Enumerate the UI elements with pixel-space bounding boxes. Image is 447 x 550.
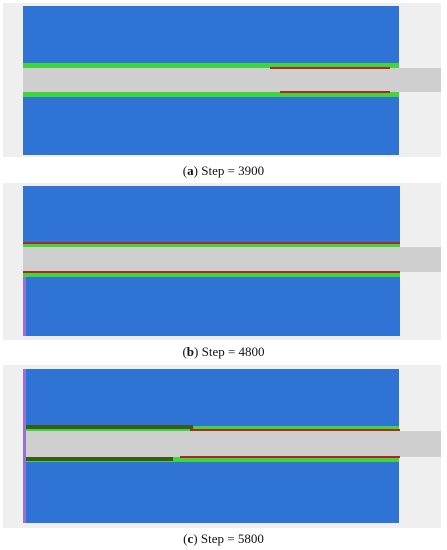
upper-blue-region-b [23,186,400,245]
debris-bottom-c [23,457,173,461]
lower-green-band-b [23,272,400,277]
panel-c: (c) Step = 5800 [0,365,447,550]
debris-top-c [23,425,193,429]
lower-blue-region-b [23,277,400,336]
damage-line-bottom-b [23,271,400,273]
upper-green-band-c [23,426,399,431]
damage-line-top-a [270,67,390,69]
upper-blue-region-c [23,369,399,429]
caption-b-text: Step = 4800 [201,344,265,359]
panel-a: (a) Step = 3900 [0,0,447,185]
lower-blue-region-a [23,97,399,155]
simulation-image-c [3,365,441,528]
caption-c-text: Step = 5800 [200,531,264,546]
damage-line-bottom-c [180,456,400,458]
upper-blue-region-a [23,6,399,65]
grey-strip-a [23,68,441,92]
damage-line-bottom-a [280,91,390,93]
grey-strip-b [23,247,441,272]
caption-a-text: Step = 3900 [201,163,265,178]
left-edge-b [23,277,26,336]
caption-c: (c) Step = 5800 [183,531,264,546]
lower-blue-region-c [23,461,399,523]
caption-b-label: b [186,344,195,359]
simulation-image-a [3,3,441,157]
simulation-image-b [3,183,441,340]
upper-green-band-a [23,63,399,68]
damage-line-top-c [190,429,400,431]
caption-c-label: c [187,531,194,546]
upper-green-band-b [23,242,400,247]
left-edge-c [23,369,26,523]
grey-strip-c [23,431,441,457]
damage-line-top-b [23,242,400,244]
caption-a: (a) Step = 3900 [182,163,265,178]
caption-a-label: a [187,163,194,178]
lower-green-band-c [23,457,399,462]
caption-b: (b) Step = 4800 [182,344,265,359]
panel-b: (b) Step = 4800 [0,183,447,368]
lower-green-band-a [23,92,399,97]
